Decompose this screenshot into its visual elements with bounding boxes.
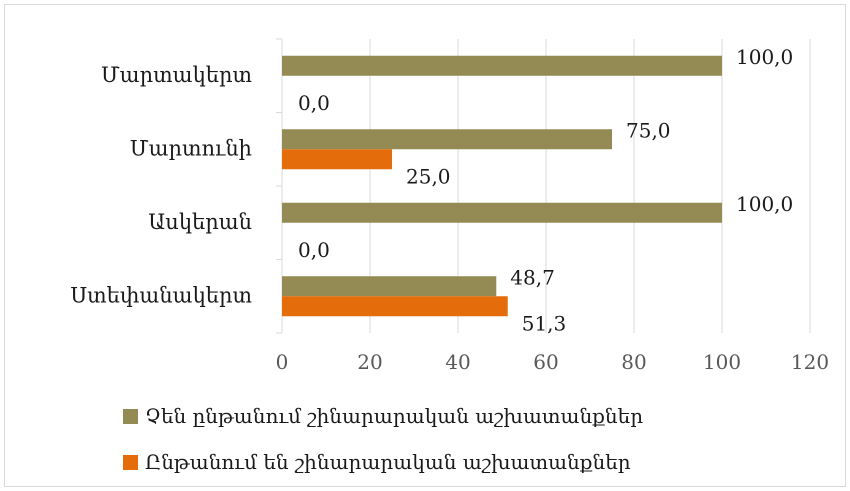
bar bbox=[282, 276, 496, 296]
category-label: Մարտունի bbox=[130, 136, 252, 160]
category-label: Ստեփանակերտ bbox=[70, 283, 252, 307]
bar bbox=[282, 56, 722, 76]
bar bbox=[282, 203, 722, 223]
x-tick-label: 100 bbox=[703, 350, 741, 374]
category-label: Մարտակերտ bbox=[101, 63, 252, 87]
data-label: 0,0 bbox=[298, 238, 330, 262]
legend-label: Ընթանում են շինարարական աշխատանքներ bbox=[145, 450, 631, 474]
legend-swatch bbox=[123, 455, 138, 470]
bar bbox=[282, 296, 508, 316]
legend-label: Չեն ընթանում շինարարական աշխատանքներ bbox=[145, 404, 643, 428]
data-label: 51,3 bbox=[522, 311, 567, 335]
data-label: 100,0 bbox=[736, 192, 793, 216]
x-tick-label: 60 bbox=[533, 350, 558, 374]
data-label: 48,7 bbox=[510, 265, 555, 289]
bar-chart: 0 20 40 60 80 100 120 Մարտակերտ 100,0 0,0 Մարտունի… bbox=[5, 5, 847, 488]
data-label: 25,0 bbox=[406, 164, 451, 188]
data-label: 100,0 bbox=[736, 45, 793, 69]
data-label: 75,0 bbox=[626, 118, 671, 142]
legend-swatch bbox=[123, 409, 138, 424]
x-tick-label: 20 bbox=[357, 350, 382, 374]
chart-frame: 0 20 40 60 80 100 120 Մարտակերտ 100,0 0,0 Մարտունի… bbox=[4, 4, 846, 487]
data-label: 0,0 bbox=[298, 91, 330, 115]
x-tick-label: 80 bbox=[621, 350, 646, 374]
bar bbox=[282, 129, 612, 149]
bar bbox=[282, 149, 392, 169]
x-tick-label: 0 bbox=[276, 350, 289, 374]
category-label: Ասկերան bbox=[148, 210, 252, 234]
x-tick-label: 40 bbox=[445, 350, 470, 374]
x-tick-label: 120 bbox=[791, 350, 829, 374]
